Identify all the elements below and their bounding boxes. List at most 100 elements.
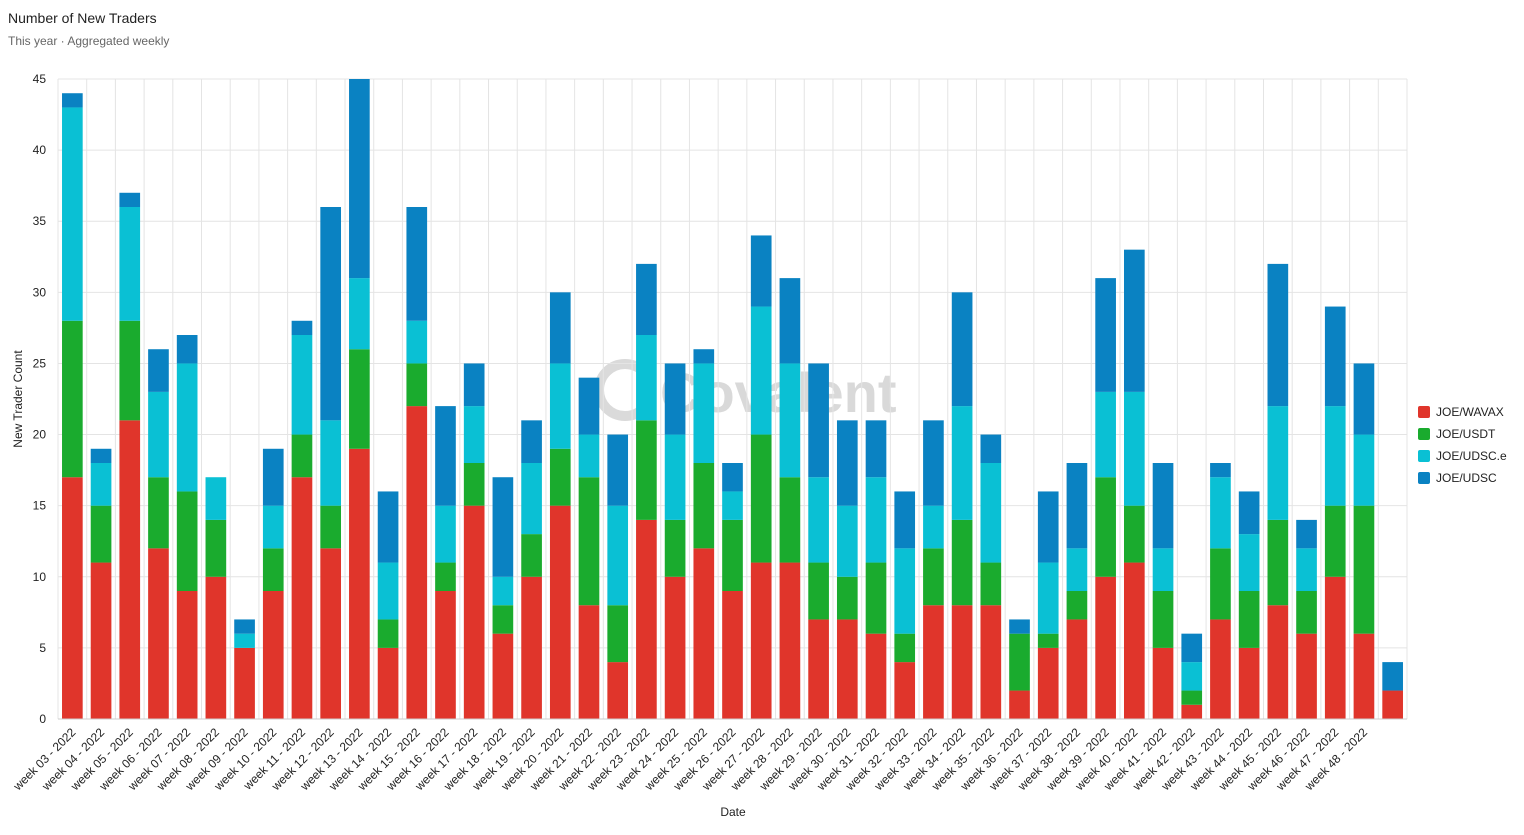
bar-segment: [980, 562, 1002, 606]
legend-label: JOE/WAVAX: [1436, 405, 1504, 419]
y-tick-label: 35: [33, 214, 47, 228]
bar-segment: [377, 619, 399, 648]
bar-segment: [1353, 633, 1375, 719]
bar-segment: [1267, 406, 1289, 520]
bar-segment: [90, 562, 112, 719]
bar-segment: [205, 576, 227, 719]
bar-segment: [1210, 548, 1231, 620]
bar-segment: [894, 662, 916, 719]
bar-segment: [262, 548, 284, 591]
bar-segment: [865, 633, 887, 719]
bar-segment: [808, 363, 829, 478]
bar-segment: [980, 434, 1002, 463]
bar-segment: [291, 320, 313, 335]
bar-segment: [1009, 619, 1030, 634]
bar-segment: [1324, 406, 1346, 506]
bar-segment: [1324, 505, 1346, 577]
bar-segment: [1181, 690, 1203, 705]
bar-segment: [1095, 576, 1116, 719]
bar-segment: [406, 406, 428, 719]
y-tick-label: 15: [33, 499, 47, 513]
chart-title: Number of New Traders: [8, 10, 157, 26]
bar-segment: [750, 235, 772, 307]
legend-label: JOE/UDSC: [1436, 471, 1497, 485]
bar-segment: [578, 477, 600, 606]
bar-segment: [779, 278, 801, 364]
bar-segment: [377, 562, 399, 620]
bar-segment: [435, 591, 456, 719]
bar-segment: [578, 377, 600, 435]
y-tick-label: 10: [33, 570, 47, 584]
bar-segment: [349, 349, 370, 449]
bar-segment: [1382, 690, 1403, 719]
bar-segment: [1181, 633, 1203, 663]
bar-segment: [980, 605, 1002, 719]
bar-segment: [1324, 576, 1346, 719]
bar-segment: [951, 519, 973, 606]
bar-segment: [90, 505, 112, 563]
bar-segment: [1037, 647, 1059, 719]
bar-segment: [808, 619, 829, 719]
bar-segment: [1238, 647, 1260, 719]
bar-segment: [234, 647, 255, 719]
bar-segment: [894, 548, 916, 634]
bar-segment: [463, 363, 485, 407]
bar-segment: [463, 505, 485, 719]
bar-segment: [1095, 391, 1116, 478]
bar-segment: [549, 505, 571, 719]
bar-segment: [262, 448, 284, 506]
bar-segment: [808, 477, 829, 563]
bar-segment: [406, 320, 428, 364]
bar-segment: [693, 463, 715, 549]
bar-segment: [234, 619, 255, 634]
bar-segment: [62, 107, 83, 321]
bar-segment: [1382, 662, 1403, 691]
bar-segment: [1123, 505, 1145, 563]
bar-segment: [349, 79, 370, 279]
bar-segment: [148, 349, 169, 392]
bar-segment: [1238, 491, 1260, 535]
bar-segment: [865, 562, 887, 634]
bar-segment: [607, 662, 629, 719]
bar-segment: [779, 562, 801, 719]
bar-segment: [262, 505, 284, 549]
bar-segment: [779, 363, 801, 478]
bar-segment: [521, 576, 542, 719]
bar-segment: [492, 605, 514, 634]
bar-segment: [234, 633, 255, 648]
bar-segment: [693, 548, 715, 719]
bar-segment: [1123, 562, 1145, 719]
bar-segment: [808, 562, 829, 620]
bar-segment: [836, 420, 858, 506]
bar-segment: [693, 349, 715, 364]
bar-segment: [1123, 391, 1145, 506]
bar-segment: [1066, 548, 1088, 591]
bar-segment: [1267, 519, 1289, 606]
bar-segment: [62, 93, 83, 108]
bar-segment: [664, 576, 686, 719]
bar-segment: [722, 463, 743, 492]
bar-segment: [779, 477, 801, 563]
bar-segment: [377, 647, 399, 719]
y-tick-label: 25: [33, 356, 47, 370]
bar-segment: [1296, 519, 1317, 549]
bar-segment: [148, 477, 169, 549]
y-tick-label: 20: [33, 428, 47, 442]
bar-segment: [1296, 591, 1317, 634]
bar-segment: [406, 363, 428, 407]
bar-segment: [865, 420, 887, 478]
legend-swatch: [1418, 450, 1430, 462]
bar-segment: [1009, 690, 1030, 719]
bar-segment: [349, 278, 370, 350]
bar-segment: [750, 434, 772, 563]
bar-segment: [463, 406, 485, 463]
bar-segment: [923, 505, 944, 549]
bar-segment: [636, 519, 657, 719]
bar-segment: [1267, 263, 1289, 407]
bar-segment: [607, 605, 629, 663]
bar-segment: [349, 448, 370, 719]
bar-segment: [549, 363, 571, 449]
bar-segment: [320, 505, 342, 549]
bar-segment: [836, 576, 858, 620]
legend-label: JOE/USDT: [1436, 427, 1496, 441]
